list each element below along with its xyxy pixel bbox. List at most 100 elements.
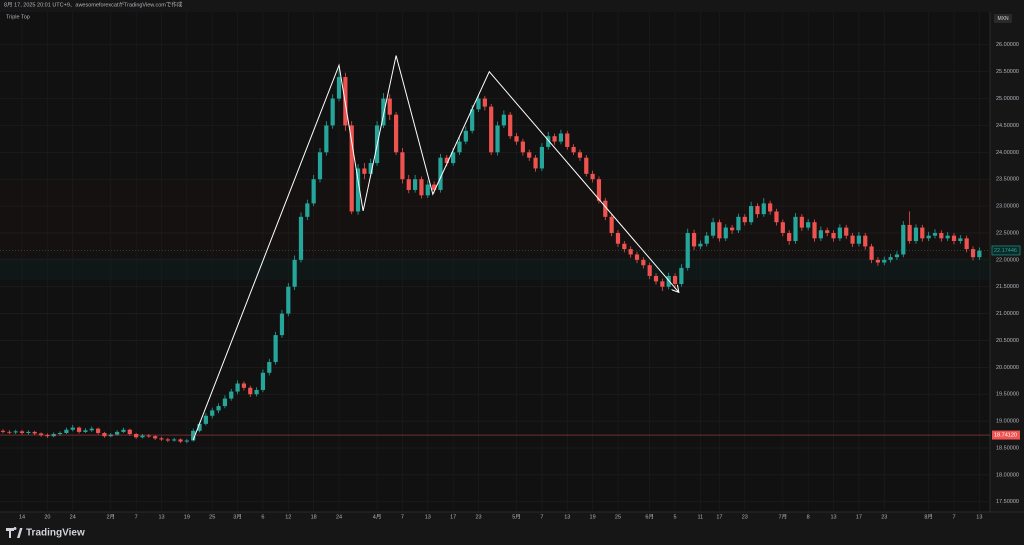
candle-body (546, 136, 551, 147)
candle-body (216, 406, 221, 411)
candle-body (812, 222, 817, 239)
candle-body (520, 141, 525, 153)
candle-body (32, 431, 37, 434)
candle-body (691, 232, 697, 247)
x-tick-label: 2月 (106, 513, 115, 520)
candle-body (146, 435, 151, 437)
candle-body (730, 227, 735, 231)
candle-body (596, 179, 602, 201)
currency-box[interactable] (994, 14, 1012, 23)
candle-body (882, 259, 887, 263)
candle-body (197, 423, 202, 431)
candle-body (19, 431, 25, 433)
currency-label[interactable]: MXN (997, 16, 1009, 22)
candle-body (977, 250, 982, 258)
candle-body (831, 232, 836, 239)
x-tick-label: 8月 (924, 513, 933, 520)
brand-logo (6, 527, 23, 538)
x-tick-label: 7 (952, 514, 955, 520)
x-tick-label: 4月 (373, 513, 382, 520)
candle-body (571, 146, 576, 153)
candle-body (96, 428, 101, 433)
x-tick-label: 18 (311, 514, 317, 520)
x-tick-label: 20 (44, 514, 50, 520)
candle-body (850, 235, 855, 244)
candle-body (951, 235, 957, 242)
candle-body (362, 168, 367, 174)
x-tick-label: 11 (698, 514, 704, 520)
candle-body (825, 230, 830, 233)
x-tick-label: 12 (285, 514, 291, 520)
last-price-box (991, 245, 1021, 256)
candle-body (387, 98, 392, 115)
candle-body (932, 232, 938, 236)
candle-body (875, 259, 881, 263)
candle-body (939, 232, 944, 239)
candle-body (806, 222, 811, 228)
candle-body (869, 246, 874, 260)
candle-body (489, 106, 494, 153)
candle-body (863, 235, 868, 247)
x-tick-label: 25 (615, 514, 621, 520)
x-tick-label: 5月 (512, 513, 521, 520)
candle-body (793, 216, 798, 242)
candle-body (723, 227, 728, 239)
candle-body (425, 184, 430, 196)
candle-body (400, 152, 405, 180)
candle-body (279, 313, 285, 336)
y-tick-label: 24.50000 (996, 123, 1019, 129)
x-tick-label: 13 (564, 514, 570, 520)
candle-body (305, 203, 310, 217)
candle-body (406, 179, 411, 190)
candle-body (127, 429, 132, 435)
candle-body (292, 259, 297, 287)
candle-body (254, 389, 259, 395)
brand: TradingView (6, 527, 85, 539)
candle-body (945, 235, 950, 239)
candle-body (83, 430, 88, 432)
reference-price-box (992, 430, 1020, 440)
candle-body (501, 114, 506, 126)
candle-body (539, 146, 544, 169)
x-tick-label: 23 (475, 514, 481, 520)
candle-body (704, 235, 709, 244)
candle-body (584, 157, 589, 174)
candle-body (577, 152, 583, 158)
candle-body (203, 415, 208, 424)
candle-body (913, 227, 919, 242)
candle-body (736, 216, 741, 231)
candle-body (717, 222, 722, 239)
x-tick-label: 25 (209, 514, 215, 520)
x-tick-label: 24 (70, 514, 76, 520)
y-tick-label: 26.00000 (996, 42, 1019, 48)
candle-body (755, 206, 760, 215)
candle-body (844, 227, 849, 236)
candle-body (672, 275, 678, 285)
candle-body (818, 230, 823, 239)
candle-body (552, 136, 557, 142)
candle-body (235, 383, 240, 392)
x-tick-label: 7 (135, 514, 138, 520)
x-tick-label: 7 (540, 514, 543, 520)
candle-body (768, 203, 773, 212)
candle-body (565, 133, 570, 147)
x-tick-label: 17 (450, 514, 456, 520)
candle-body (533, 157, 538, 169)
candle-body (856, 235, 861, 244)
candle-body (393, 114, 399, 153)
candle-body (622, 243, 627, 250)
candle-body (926, 235, 931, 239)
candle-body (774, 211, 779, 223)
candle-body (368, 163, 373, 174)
candle-body (7, 431, 12, 433)
last-price-label: 22.17446 (994, 248, 1017, 254)
candle-body (89, 428, 94, 431)
candle-body (159, 438, 164, 440)
x-tick-label: 23 (742, 514, 748, 520)
candle-body (324, 125, 329, 153)
candle-body (609, 216, 614, 233)
y-tick-label: 17.50000 (996, 499, 1019, 505)
candle-body (121, 429, 126, 432)
candle-body (248, 387, 253, 395)
